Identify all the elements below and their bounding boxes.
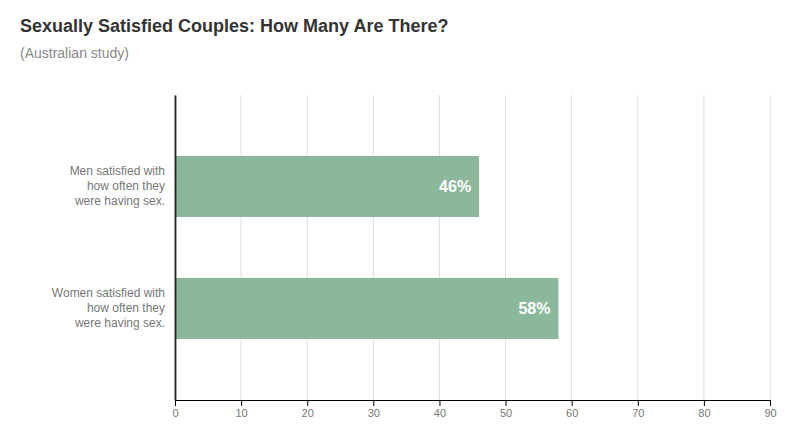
grid-line [505,95,506,400]
x-tick-label: 50 [500,407,512,419]
bars [175,156,558,339]
grid-line [770,95,771,400]
grid-line [571,95,572,400]
grid-line [439,95,440,400]
chart-svg: Sexually Satisfied Couples: How Many Are… [0,0,800,440]
x-tick-mark [439,400,440,406]
data-labels: 46% 58% [439,178,550,317]
x-tick-mark [175,400,176,406]
grid [175,95,770,400]
x-tick: 60 [566,400,578,419]
y-tick: Men satisfied withhow often theywere hav… [70,164,165,208]
x-tick-label: 60 [566,407,578,419]
x-tick: 50 [500,400,512,419]
chart-container: Sexually Satisfied Couples: How Many Are… [0,0,800,440]
y-tick-label-line: were having sex. [74,316,165,330]
x-tick: 40 [434,400,446,419]
x-tick-mark [704,400,705,406]
x-tick-mark [307,400,308,406]
y-tick-label: Men satisfied withhow often theywere hav… [70,164,165,208]
x-axis: 0 10 20 30 40 50 60 70 80 90 [172,400,776,419]
x-tick: 80 [698,400,710,419]
y-tick-label: Women satisfied withhow often theywere h… [52,286,165,330]
y-axis-line [175,96,177,401]
grid-line [637,95,638,400]
bar [175,278,558,339]
y-tick-label-line: Women satisfied with [52,286,165,300]
bar [175,156,479,217]
x-tick-mark [770,400,771,406]
y-axis: Men satisfied withhow often theywere hav… [52,96,176,401]
x-tick-label: 80 [698,407,710,419]
x-tick: 0 [172,400,178,419]
x-tick-label: 10 [235,407,247,419]
x-tick-mark [241,400,242,406]
x-tick: 10 [235,400,247,419]
x-tick-label: 90 [764,407,776,419]
x-tick: 70 [632,400,644,419]
x-tick: 90 [764,400,776,419]
x-tick-mark [572,400,573,406]
title: Sexually Satisfied Couples: How Many Are… [20,16,448,36]
x-tick-label: 20 [302,407,314,419]
grid-line [703,95,704,400]
y-tick: Women satisfied withhow often theywere h… [52,286,165,330]
y-tick-label-line: how often they [87,301,165,315]
x-tick-mark [373,400,374,406]
data-label: 46% [439,178,471,195]
x-tick-label: 0 [172,407,178,419]
grid-line [307,95,308,400]
grid-line [373,95,374,400]
y-tick-label-line: how often they [87,179,165,193]
subtitle: (Australian study) [20,45,129,61]
grid-line [175,95,176,400]
x-tick-label: 30 [368,407,380,419]
y-tick-label-line: Men satisfied with [70,164,165,178]
x-tick-mark [506,400,507,406]
x-tick-mark [638,400,639,406]
plot-area: 0102030405060708090Men satisfied withhow… [52,95,777,419]
x-tick: 30 [368,400,380,419]
x-tick: 20 [302,400,314,419]
y-tick-label-line: were having sex. [74,194,165,208]
data-label: 58% [518,300,550,317]
x-tick-label: 70 [632,407,644,419]
grid-line [241,95,242,400]
x-axis-line [176,401,771,407]
x-tick-label: 40 [434,407,446,419]
